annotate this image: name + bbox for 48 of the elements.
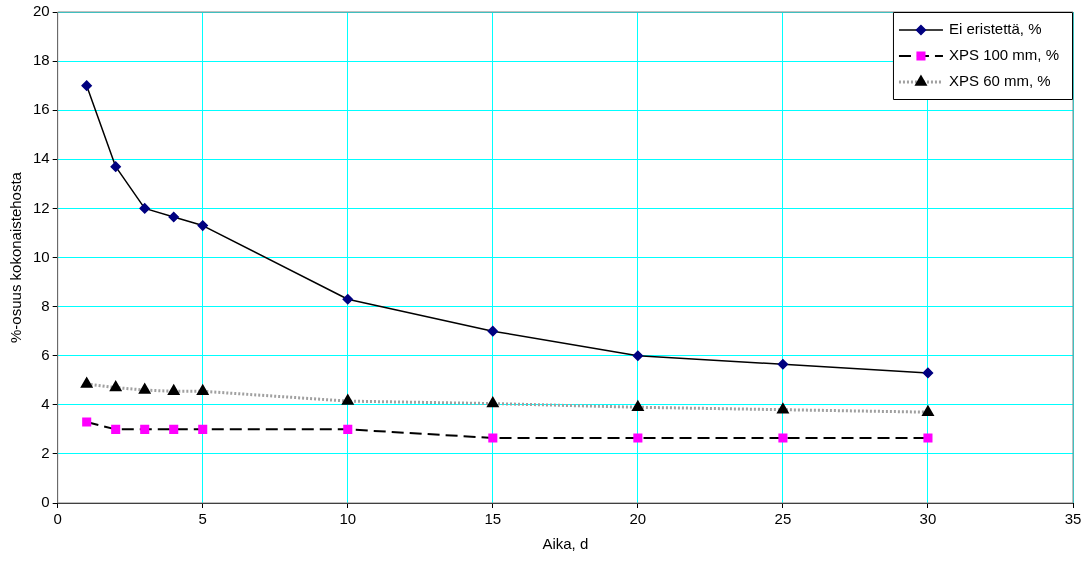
- point: [140, 424, 150, 434]
- x-tick-label: 15: [484, 510, 502, 528]
- x-tick-label: 20: [629, 510, 647, 528]
- point: [633, 433, 643, 443]
- x-tick-label: 30: [919, 510, 937, 528]
- point: [169, 424, 179, 434]
- x-tick-label: 25: [774, 510, 792, 528]
- point: [487, 397, 499, 408]
- x-tick-label: 35: [1064, 510, 1082, 528]
- y-tick-label: 4: [41, 394, 50, 412]
- y-tick-label: 20: [33, 2, 50, 20]
- y-tick-label: 0: [41, 493, 50, 511]
- point: [342, 293, 354, 305]
- y-tick-label: 10: [33, 247, 50, 265]
- legend-label: XPS 100 mm, %: [948, 46, 1060, 64]
- point: [487, 325, 499, 337]
- y-tick-label: 8: [41, 296, 50, 314]
- point: [777, 403, 789, 414]
- x-tick-label: 0: [53, 510, 62, 528]
- point: [488, 433, 498, 443]
- point: [632, 350, 644, 361]
- y-tick-label: 2: [41, 444, 50, 462]
- y-tick-label: 6: [41, 345, 50, 363]
- point: [923, 433, 933, 443]
- point: [139, 203, 150, 214]
- point: [777, 359, 789, 370]
- point: [922, 367, 934, 379]
- point: [778, 433, 788, 443]
- x-tick-label: 5: [198, 510, 207, 528]
- point: [81, 377, 93, 388]
- point: [111, 424, 121, 434]
- legend-label: XPS 60 mm, %: [948, 72, 1051, 90]
- point: [82, 417, 92, 427]
- point: [343, 424, 353, 434]
- y-tick-label: 16: [33, 100, 50, 118]
- legend-label: Ei eristettä, %: [948, 20, 1042, 38]
- point: [168, 211, 179, 223]
- y-tick-label: 14: [33, 149, 50, 167]
- point: [110, 161, 121, 172]
- point: [197, 220, 208, 231]
- y-tick-label: 18: [33, 51, 50, 69]
- x-axis-title: Aika, d: [542, 535, 589, 553]
- point: [110, 381, 122, 392]
- y-tick-label: 12: [33, 198, 50, 216]
- x-tick-label: 10: [339, 510, 357, 528]
- point: [81, 80, 92, 91]
- y-axis-title: %-osuus kokonaistehosta: [7, 171, 25, 343]
- point: [198, 424, 208, 434]
